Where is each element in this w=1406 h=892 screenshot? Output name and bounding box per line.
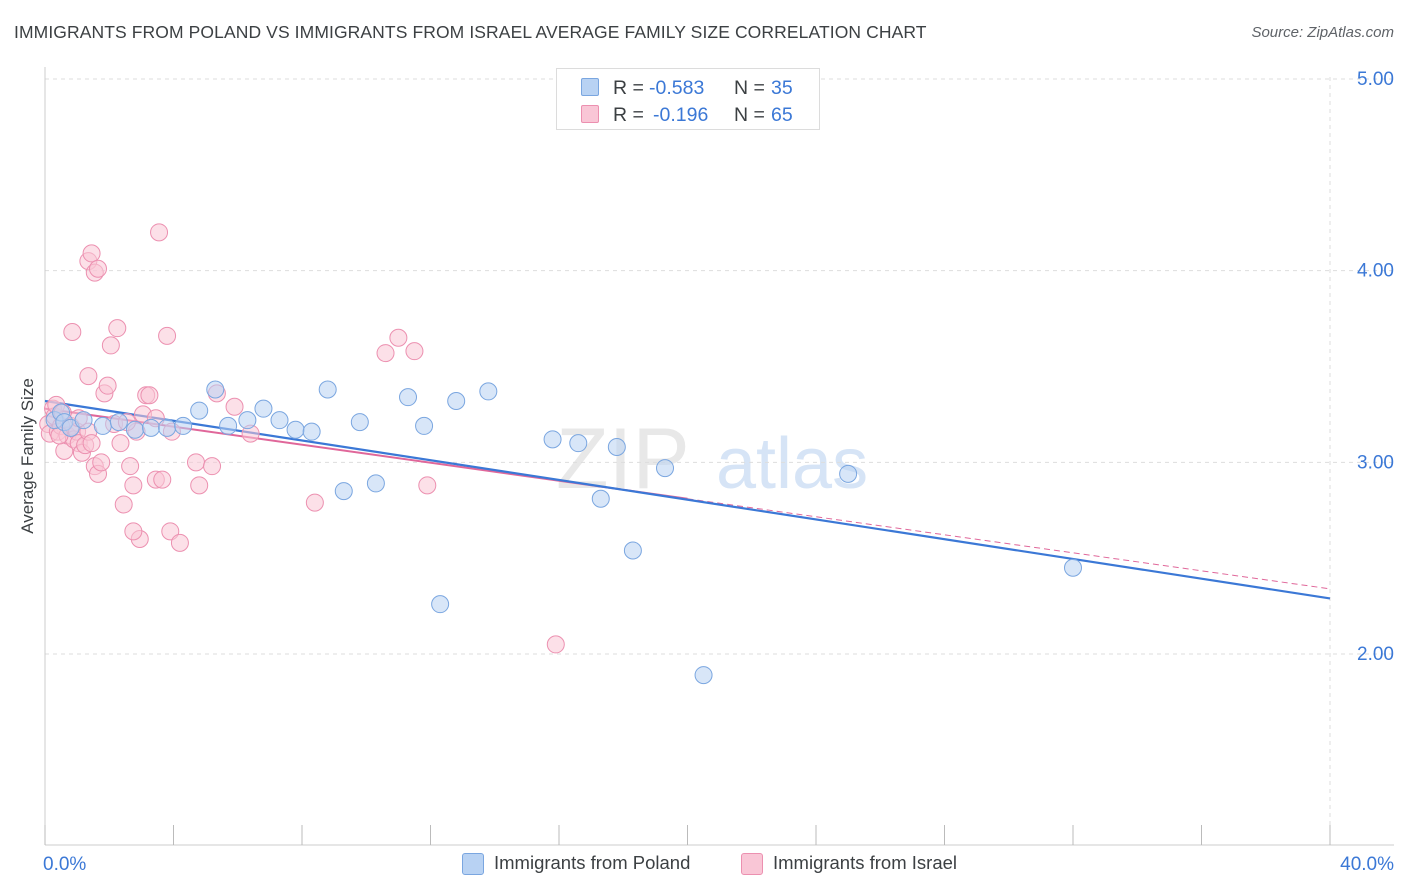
israel-point xyxy=(418,476,437,495)
y-tick-label: 3.00 xyxy=(1357,452,1394,473)
israel-swatch xyxy=(581,105,599,123)
poland-point xyxy=(302,422,321,441)
israel-point xyxy=(124,522,143,541)
poland-point xyxy=(93,416,112,435)
poland-point xyxy=(839,464,858,483)
israel-point xyxy=(124,476,143,495)
israel-point xyxy=(63,323,82,341)
x-tick-label: 40.0% xyxy=(1340,854,1394,875)
poland-point xyxy=(607,438,626,456)
poland-point xyxy=(158,418,177,437)
y-tick-label: 2.00 xyxy=(1357,644,1394,665)
axes xyxy=(44,67,1394,846)
source-label: Source: ZipAtlas.com xyxy=(1251,24,1394,41)
poland-point xyxy=(656,459,675,478)
israel-point xyxy=(79,367,98,386)
poland-point xyxy=(254,399,273,418)
poland-point xyxy=(206,380,225,399)
poland-point xyxy=(366,474,385,493)
n-label: N = xyxy=(734,77,765,99)
israel-point xyxy=(153,470,172,489)
poland-point xyxy=(350,413,369,432)
poland-point xyxy=(1064,558,1082,577)
israel-point xyxy=(376,344,395,363)
poland-point xyxy=(623,541,642,560)
poland-point xyxy=(318,380,337,399)
poland-point xyxy=(190,401,209,420)
israel-point xyxy=(111,434,130,453)
poland-swatch xyxy=(581,78,599,96)
poland-point xyxy=(219,416,238,435)
poland-point xyxy=(415,416,434,435)
chart-title: IMMIGRANTS FROM POLAND VS IMMIGRANTS FRO… xyxy=(14,22,927,42)
poland-point xyxy=(431,595,450,614)
israel-point xyxy=(161,522,180,541)
poland-point xyxy=(479,382,498,401)
israel-point xyxy=(225,397,244,416)
poland-point xyxy=(174,416,193,435)
y-tick-label: 4.00 xyxy=(1357,261,1394,282)
israel-point xyxy=(82,244,101,263)
israel-point xyxy=(305,493,324,512)
poland-point xyxy=(125,420,144,439)
israel-point xyxy=(158,326,177,345)
stats-box: R = -0.583 N = 35 R = -0.196 N = 65 xyxy=(556,68,820,130)
poland-points xyxy=(45,380,1082,685)
r-label: R = xyxy=(613,77,644,99)
n-value: 35 xyxy=(771,77,793,99)
watermark: ZIP atlas xyxy=(556,411,868,507)
israel-point xyxy=(108,319,127,338)
israel-point xyxy=(140,386,159,405)
n-value: 65 xyxy=(771,104,793,126)
israel-point xyxy=(114,495,133,514)
israel-point xyxy=(186,453,205,472)
israel-trend-line-extension xyxy=(687,498,1331,590)
israel-point xyxy=(389,328,408,347)
israel-point xyxy=(98,376,117,395)
poland-point xyxy=(591,489,610,508)
poland-point xyxy=(694,666,713,685)
r-value: -0.583 xyxy=(649,77,705,99)
poland-point xyxy=(238,411,257,430)
poland-point xyxy=(109,413,128,432)
israel-point xyxy=(82,434,101,453)
tick-labels: 2.00 3.00 4.00 5.00 0.0% 40.0% xyxy=(43,69,1394,875)
poland-point xyxy=(286,420,305,439)
poland-point xyxy=(447,392,466,410)
israel-point xyxy=(546,635,565,654)
israel-point xyxy=(203,457,222,476)
poland-point xyxy=(142,418,161,437)
r-label: R = xyxy=(613,104,644,126)
legend-swatch-poland xyxy=(462,853,484,875)
israel-points xyxy=(39,223,565,654)
legend-swatch-israel xyxy=(741,853,763,875)
israel-point xyxy=(101,336,120,355)
israel-point xyxy=(405,342,424,361)
r-value: -0.196 xyxy=(653,104,709,126)
x-tick-label: 0.0% xyxy=(43,854,86,875)
poland-point xyxy=(569,434,588,453)
israel-point xyxy=(121,457,140,476)
israel-point xyxy=(150,223,169,242)
n-label: N = xyxy=(734,104,765,126)
watermark-atlas: atlas xyxy=(716,424,868,504)
poland-point xyxy=(399,388,418,407)
israel-point xyxy=(190,476,209,495)
legend-label-poland: Immigrants from Poland xyxy=(494,852,691,873)
poland-point xyxy=(270,411,289,430)
y-tick-label: 5.00 xyxy=(1357,69,1394,90)
israel-point xyxy=(89,259,108,278)
poland-point xyxy=(74,411,93,430)
israel-point xyxy=(92,453,111,472)
legend-label-israel: Immigrants from Israel xyxy=(773,852,958,873)
poland-point xyxy=(543,430,562,449)
watermark-zip: ZIP xyxy=(556,411,690,507)
israel-point xyxy=(170,533,189,552)
poland-point xyxy=(334,482,353,501)
